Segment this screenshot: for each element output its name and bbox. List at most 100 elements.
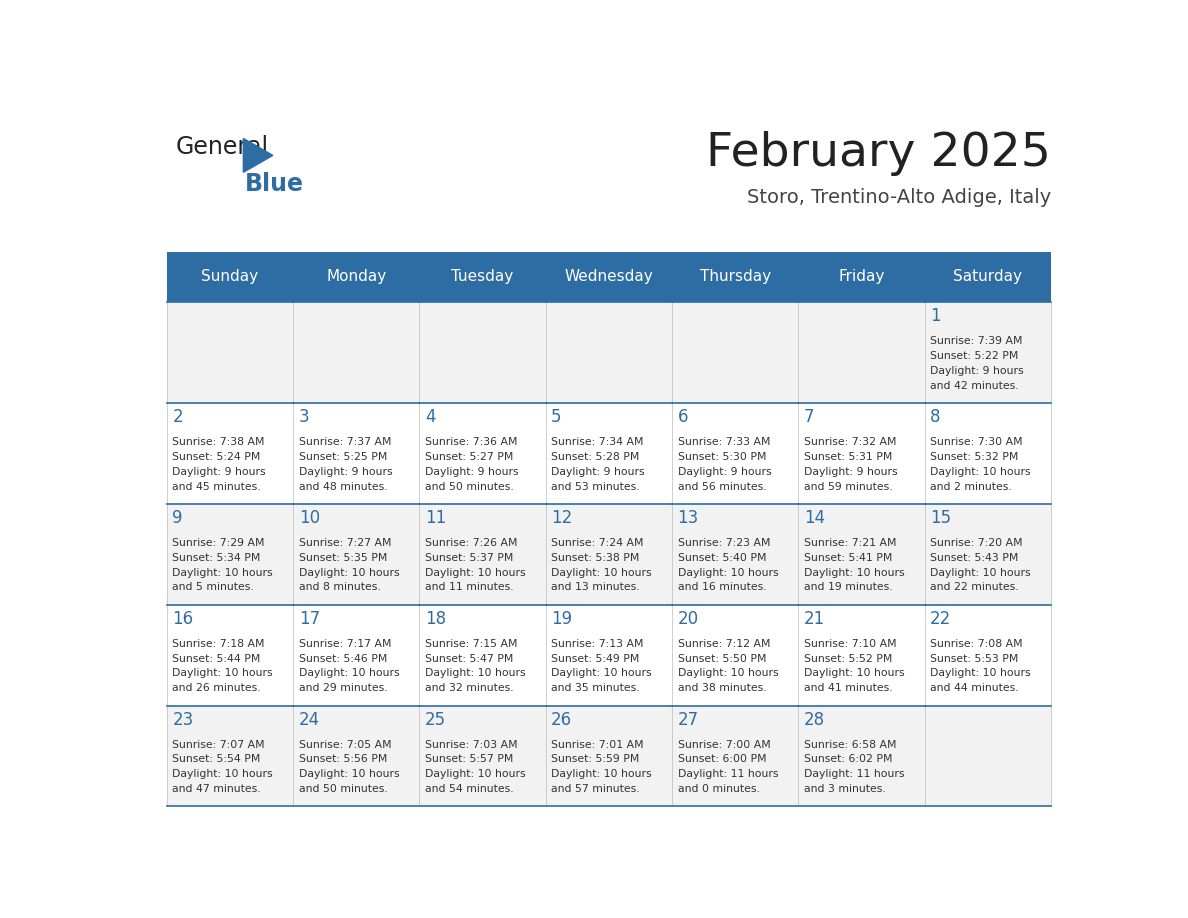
Bar (545, 706, 672, 806)
Text: Sunset: 5:41 PM: Sunset: 5:41 PM (804, 553, 892, 563)
Text: Sunset: 5:30 PM: Sunset: 5:30 PM (677, 452, 766, 462)
Text: Sunrise: 7:03 AM: Sunrise: 7:03 AM (425, 740, 518, 750)
Text: Sunset: 5:31 PM: Sunset: 5:31 PM (804, 452, 892, 462)
Text: Daylight: 9 hours: Daylight: 9 hours (930, 366, 1024, 376)
Text: Sunset: 5:50 PM: Sunset: 5:50 PM (677, 654, 766, 664)
Text: Thursday: Thursday (700, 270, 771, 285)
Text: and 50 minutes.: and 50 minutes. (298, 784, 387, 794)
Text: Daylight: 9 hours: Daylight: 9 hours (172, 467, 266, 476)
Text: and 11 minutes.: and 11 minutes. (425, 583, 513, 592)
Text: and 45 minutes.: and 45 minutes. (172, 482, 261, 492)
Text: Sunset: 5:49 PM: Sunset: 5:49 PM (551, 654, 639, 664)
Text: 19: 19 (551, 610, 573, 628)
Text: Sunset: 5:38 PM: Sunset: 5:38 PM (551, 553, 639, 563)
Text: Daylight: 9 hours: Daylight: 9 hours (551, 467, 645, 476)
Text: Sunset: 5:25 PM: Sunset: 5:25 PM (298, 452, 387, 462)
Text: and 26 minutes.: and 26 minutes. (172, 683, 261, 693)
Text: 16: 16 (172, 610, 194, 628)
Text: and 59 minutes.: and 59 minutes. (804, 482, 892, 492)
Text: Daylight: 10 hours: Daylight: 10 hours (804, 567, 904, 577)
Bar (672, 504, 798, 605)
Text: February 2025: February 2025 (706, 131, 1051, 176)
Text: and 50 minutes.: and 50 minutes. (425, 482, 513, 492)
Text: Sunrise: 7:10 AM: Sunrise: 7:10 AM (804, 639, 897, 649)
Text: Daylight: 10 hours: Daylight: 10 hours (930, 467, 1031, 476)
Text: Sunrise: 7:26 AM: Sunrise: 7:26 AM (425, 538, 518, 548)
Text: Sunset: 5:57 PM: Sunset: 5:57 PM (425, 755, 513, 765)
Bar (293, 302, 419, 403)
Text: 20: 20 (677, 610, 699, 628)
Text: Sunday: Sunday (202, 270, 259, 285)
Bar (166, 302, 293, 403)
Text: 24: 24 (298, 711, 320, 729)
Bar (545, 302, 672, 403)
Text: Daylight: 10 hours: Daylight: 10 hours (298, 769, 399, 779)
Bar (166, 403, 293, 504)
Text: Sunset: 5:32 PM: Sunset: 5:32 PM (930, 452, 1018, 462)
Text: and 19 minutes.: and 19 minutes. (804, 583, 892, 592)
Text: Sunrise: 7:36 AM: Sunrise: 7:36 AM (425, 437, 518, 447)
Text: 25: 25 (425, 711, 447, 729)
Text: Daylight: 10 hours: Daylight: 10 hours (172, 668, 273, 678)
Text: Sunset: 5:56 PM: Sunset: 5:56 PM (298, 755, 387, 765)
Text: 17: 17 (298, 610, 320, 628)
Bar (166, 252, 1051, 302)
Text: Saturday: Saturday (953, 270, 1022, 285)
Text: Sunset: 5:27 PM: Sunset: 5:27 PM (425, 452, 513, 462)
Bar (166, 706, 293, 806)
Text: Daylight: 11 hours: Daylight: 11 hours (677, 769, 778, 779)
Text: Daylight: 10 hours: Daylight: 10 hours (425, 668, 525, 678)
Text: Sunrise: 7:15 AM: Sunrise: 7:15 AM (425, 639, 518, 649)
Text: Daylight: 10 hours: Daylight: 10 hours (172, 567, 273, 577)
Bar (924, 504, 1051, 605)
Text: Sunrise: 7:34 AM: Sunrise: 7:34 AM (551, 437, 644, 447)
Text: Sunrise: 7:27 AM: Sunrise: 7:27 AM (298, 538, 391, 548)
Text: and 48 minutes.: and 48 minutes. (298, 482, 387, 492)
Bar (798, 504, 924, 605)
Text: and 57 minutes.: and 57 minutes. (551, 784, 640, 794)
Text: Sunset: 5:37 PM: Sunset: 5:37 PM (425, 553, 513, 563)
Text: and 41 minutes.: and 41 minutes. (804, 683, 892, 693)
Text: Sunrise: 7:20 AM: Sunrise: 7:20 AM (930, 538, 1023, 548)
Text: and 22 minutes.: and 22 minutes. (930, 583, 1018, 592)
Text: Sunrise: 7:37 AM: Sunrise: 7:37 AM (298, 437, 391, 447)
Text: and 53 minutes.: and 53 minutes. (551, 482, 640, 492)
Text: 7: 7 (804, 409, 814, 426)
Text: and 29 minutes.: and 29 minutes. (298, 683, 387, 693)
Bar (672, 403, 798, 504)
Text: Daylight: 9 hours: Daylight: 9 hours (298, 467, 392, 476)
Text: Daylight: 10 hours: Daylight: 10 hours (425, 567, 525, 577)
Text: 4: 4 (425, 409, 436, 426)
Bar (672, 302, 798, 403)
Bar (798, 605, 924, 706)
Text: Wednesday: Wednesday (564, 270, 653, 285)
Text: 14: 14 (804, 509, 824, 527)
Text: and 0 minutes.: and 0 minutes. (677, 784, 759, 794)
Text: 21: 21 (804, 610, 824, 628)
Bar (672, 605, 798, 706)
Text: and 35 minutes.: and 35 minutes. (551, 683, 640, 693)
Text: Sunrise: 7:24 AM: Sunrise: 7:24 AM (551, 538, 644, 548)
Text: Daylight: 10 hours: Daylight: 10 hours (298, 567, 399, 577)
Text: Daylight: 10 hours: Daylight: 10 hours (677, 567, 778, 577)
Text: and 8 minutes.: and 8 minutes. (298, 583, 380, 592)
Text: 22: 22 (930, 610, 952, 628)
Text: Sunrise: 7:18 AM: Sunrise: 7:18 AM (172, 639, 265, 649)
Text: Daylight: 10 hours: Daylight: 10 hours (551, 769, 652, 779)
Text: Sunset: 5:34 PM: Sunset: 5:34 PM (172, 553, 261, 563)
Text: Sunset: 5:46 PM: Sunset: 5:46 PM (298, 654, 387, 664)
Bar (419, 605, 545, 706)
Text: and 47 minutes.: and 47 minutes. (172, 784, 261, 794)
Text: Sunrise: 7:01 AM: Sunrise: 7:01 AM (551, 740, 644, 750)
Text: 27: 27 (677, 711, 699, 729)
Bar (924, 605, 1051, 706)
Text: Daylight: 10 hours: Daylight: 10 hours (551, 668, 652, 678)
Text: 3: 3 (298, 409, 309, 426)
Text: and 44 minutes.: and 44 minutes. (930, 683, 1018, 693)
Text: Sunset: 5:47 PM: Sunset: 5:47 PM (425, 654, 513, 664)
Text: Daylight: 9 hours: Daylight: 9 hours (425, 467, 519, 476)
Text: Sunrise: 7:12 AM: Sunrise: 7:12 AM (677, 639, 770, 649)
Bar (419, 302, 545, 403)
Text: Sunset: 5:53 PM: Sunset: 5:53 PM (930, 654, 1018, 664)
Text: and 3 minutes.: and 3 minutes. (804, 784, 885, 794)
